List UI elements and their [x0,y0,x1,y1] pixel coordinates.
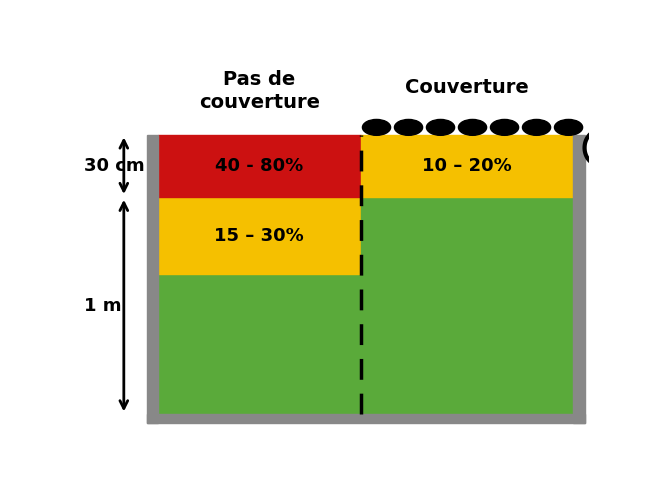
Bar [146,414,585,423]
Ellipse shape [555,119,583,136]
Bar [158,135,360,197]
Ellipse shape [426,119,455,136]
Text: 30 cm: 30 cm [84,157,145,175]
Ellipse shape [394,119,422,136]
Bar [146,135,158,423]
Bar [158,197,360,274]
Text: Pas de
couverture: Pas de couverture [199,70,320,112]
Text: 10 – 20%: 10 – 20% [422,157,512,175]
Ellipse shape [362,119,390,136]
Text: Couverture: Couverture [405,78,529,97]
Bar [574,135,585,423]
Ellipse shape [490,119,519,136]
Text: 1 m: 1 m [84,297,122,315]
Text: 15 – 30%: 15 – 30% [215,227,304,245]
Ellipse shape [458,119,487,136]
Bar [360,135,574,197]
Bar [360,197,574,414]
Text: 40 - 80%: 40 - 80% [215,157,303,175]
Bar [158,274,360,414]
Ellipse shape [523,119,551,136]
